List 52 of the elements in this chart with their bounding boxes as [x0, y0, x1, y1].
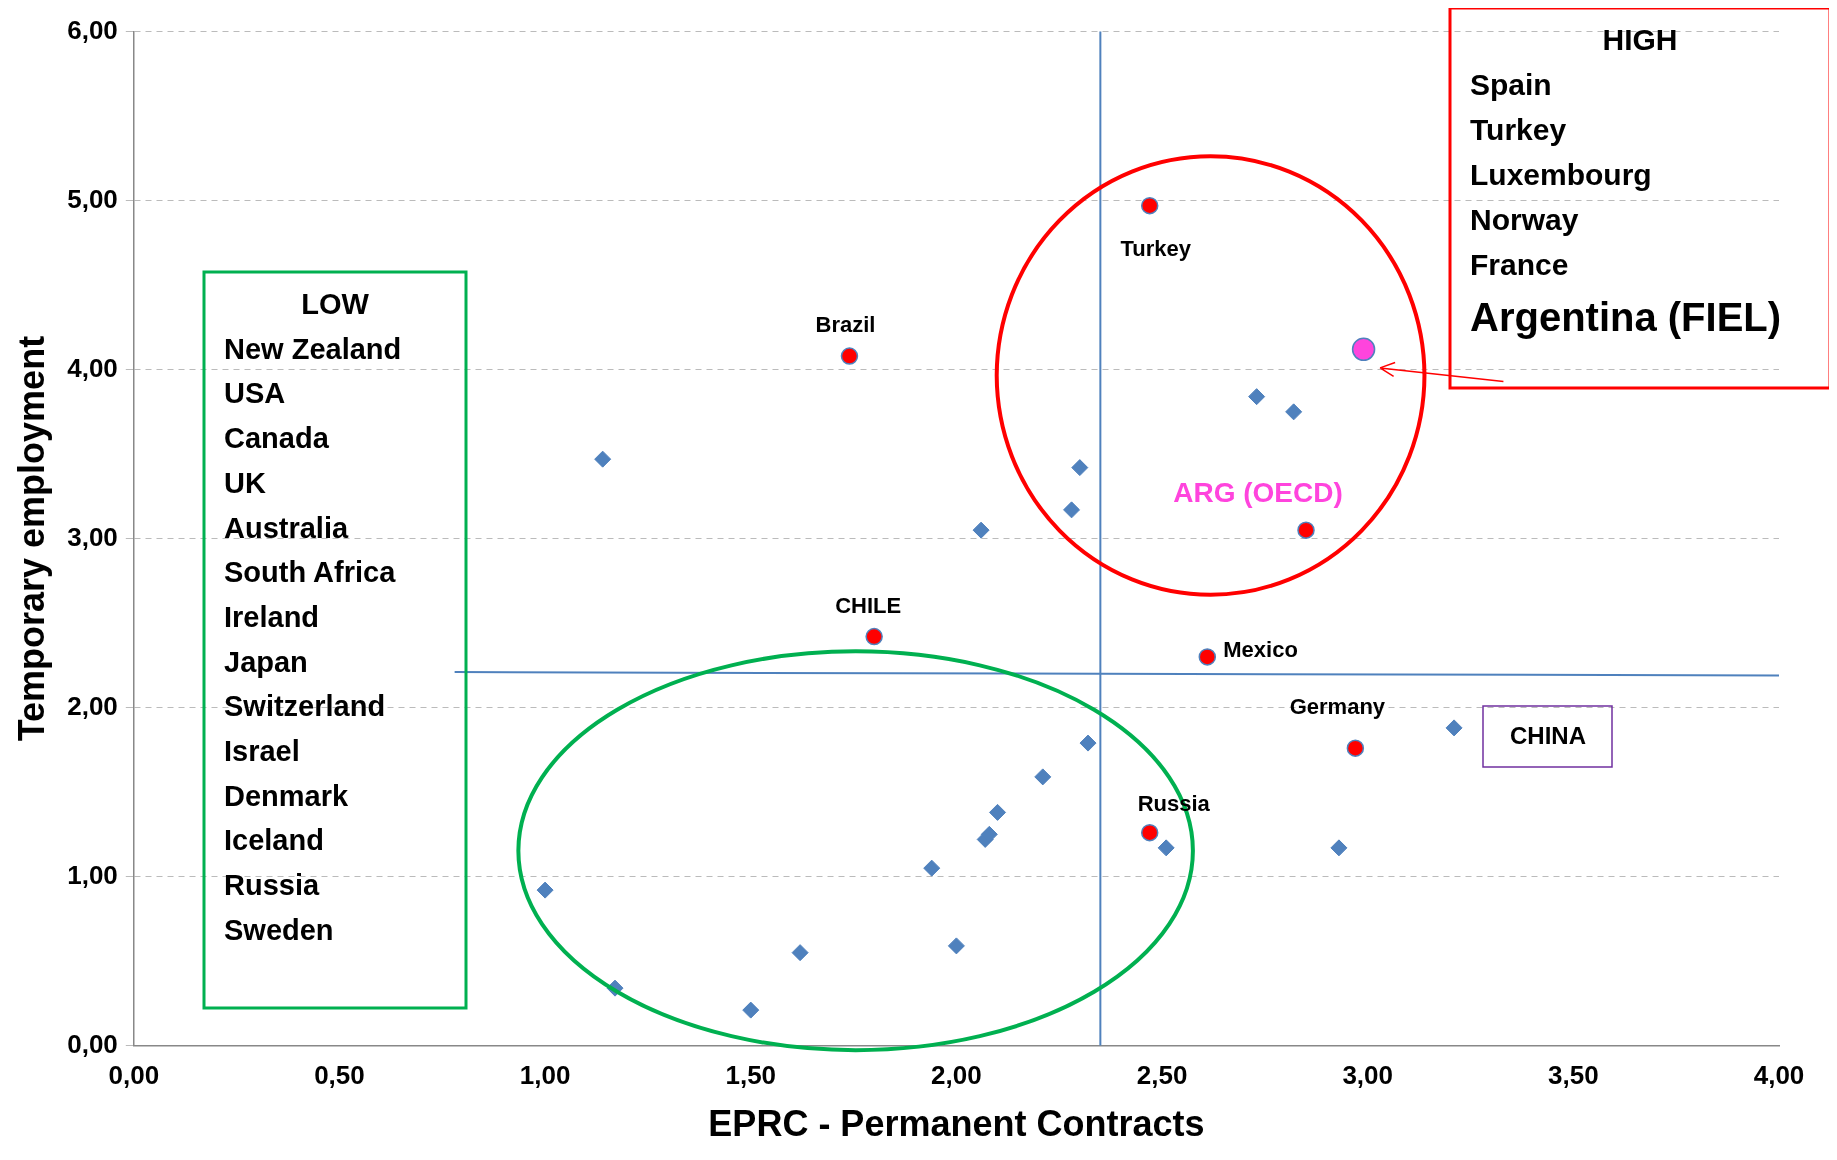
point — [865, 627, 883, 646]
y-tick-label: 5,00 — [67, 183, 118, 214]
point — [947, 937, 965, 955]
y-tick-label: 2,00 — [67, 690, 118, 721]
annotation: CHILE — [835, 592, 902, 618]
point — [536, 881, 554, 899]
point — [1157, 839, 1175, 857]
x-tick-label: 2,00 — [931, 1060, 982, 1091]
x-tick-label: 3,00 — [1342, 1060, 1394, 1091]
point — [594, 450, 612, 468]
x-tick-label: 2,50 — [1136, 1060, 1188, 1091]
y-tick-label: 6,00 — [67, 14, 118, 45]
annotation: ARG (OECD) — [1173, 476, 1343, 508]
point — [1248, 388, 1266, 406]
x-tick-label: 4,00 — [1753, 1060, 1805, 1091]
x-axis-title: EPRC - Permanent Contracts — [708, 1103, 1205, 1145]
annotation: Mexico — [1223, 636, 1298, 662]
point — [923, 859, 941, 877]
y-tick-label: 1,00 — [67, 859, 118, 890]
text: HIGH Spain Turkey Luxembourg Norway France Argentina (FIEL) — [1470, 23, 1782, 340]
y-axis-title: Temporary employment — [10, 335, 52, 742]
point — [1034, 768, 1052, 786]
point — [1445, 719, 1463, 737]
annotation: Brazil — [815, 312, 876, 338]
point — [1297, 521, 1315, 539]
x-tick-label: 0,50 — [314, 1060, 365, 1091]
point — [1346, 739, 1365, 757]
x-tick-label: 0,00 — [108, 1060, 160, 1091]
point — [1063, 501, 1081, 519]
point — [1198, 648, 1217, 666]
text: LOW New Zealand USA Canada UK Australia South Africa Ireland Japan Switzerland Israel Denmark Iceland Russia Sweden — [224, 288, 402, 946]
point — [1140, 196, 1159, 215]
y-tick-label: 3,00 — [67, 521, 118, 552]
point — [1330, 839, 1348, 857]
annotation: Turkey — [1120, 235, 1192, 261]
x-tick-label: 3,50 — [1548, 1060, 1599, 1091]
y-tick-label: 4,00 — [67, 352, 118, 383]
annotation: Germany — [1289, 694, 1386, 720]
x-tick-label: 1,50 — [725, 1060, 777, 1091]
x-tick-label: 1,00 — [519, 1060, 571, 1091]
point — [1079, 734, 1097, 752]
point — [1351, 337, 1376, 362]
point — [989, 803, 1007, 821]
point — [791, 944, 809, 962]
point — [742, 1001, 760, 1019]
y-tick-label: 0,00 — [67, 1028, 118, 1059]
point — [1140, 823, 1159, 842]
point — [840, 347, 859, 365]
point — [1285, 403, 1303, 421]
point — [1071, 459, 1089, 477]
point — [972, 521, 990, 539]
annotation: CHINA — [1510, 721, 1586, 749]
